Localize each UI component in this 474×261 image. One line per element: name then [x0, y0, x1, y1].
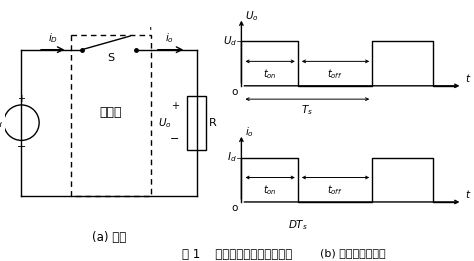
- Text: $t$: $t$: [465, 72, 471, 84]
- Text: o: o: [232, 203, 238, 213]
- Text: $t_{off}$: $t_{off}$: [327, 67, 343, 81]
- Text: o: o: [232, 87, 238, 97]
- Text: R: R: [209, 118, 217, 128]
- Text: $U_d$: $U_d$: [223, 34, 237, 48]
- Text: $U_o$: $U_o$: [245, 9, 258, 23]
- Text: S: S: [108, 53, 115, 63]
- Text: 图 1    降压型斩波器电路及波形: 图 1 降压型斩波器电路及波形: [182, 248, 292, 261]
- Text: $DT_s$: $DT_s$: [288, 218, 308, 232]
- Text: ': ': [149, 26, 153, 39]
- Text: +: +: [18, 94, 26, 104]
- Text: $U_d$: $U_d$: [0, 116, 4, 129]
- Text: $i_D$: $i_D$: [48, 31, 58, 45]
- Bar: [187, 96, 206, 150]
- Text: 斩波器: 斩波器: [100, 106, 122, 119]
- Text: −: −: [170, 134, 179, 144]
- Text: $t_{on}$: $t_{on}$: [263, 183, 276, 197]
- Text: $U_o$: $U_o$: [158, 116, 172, 129]
- Text: $i_o$: $i_o$: [165, 31, 174, 45]
- Text: $t_{off}$: $t_{off}$: [327, 183, 343, 197]
- Text: +: +: [171, 101, 179, 111]
- Text: (a) 电路: (a) 电路: [92, 231, 126, 244]
- Text: (b) 电压、电流波形: (b) 电压、电流波形: [320, 248, 386, 258]
- Text: $T_s$: $T_s$: [301, 104, 313, 117]
- Text: $i_o$: $i_o$: [245, 126, 254, 139]
- Text: $t$: $t$: [465, 188, 471, 200]
- Text: $I_d$: $I_d$: [227, 151, 237, 164]
- Text: $t_{on}$: $t_{on}$: [263, 67, 276, 81]
- Text: −: −: [17, 142, 26, 152]
